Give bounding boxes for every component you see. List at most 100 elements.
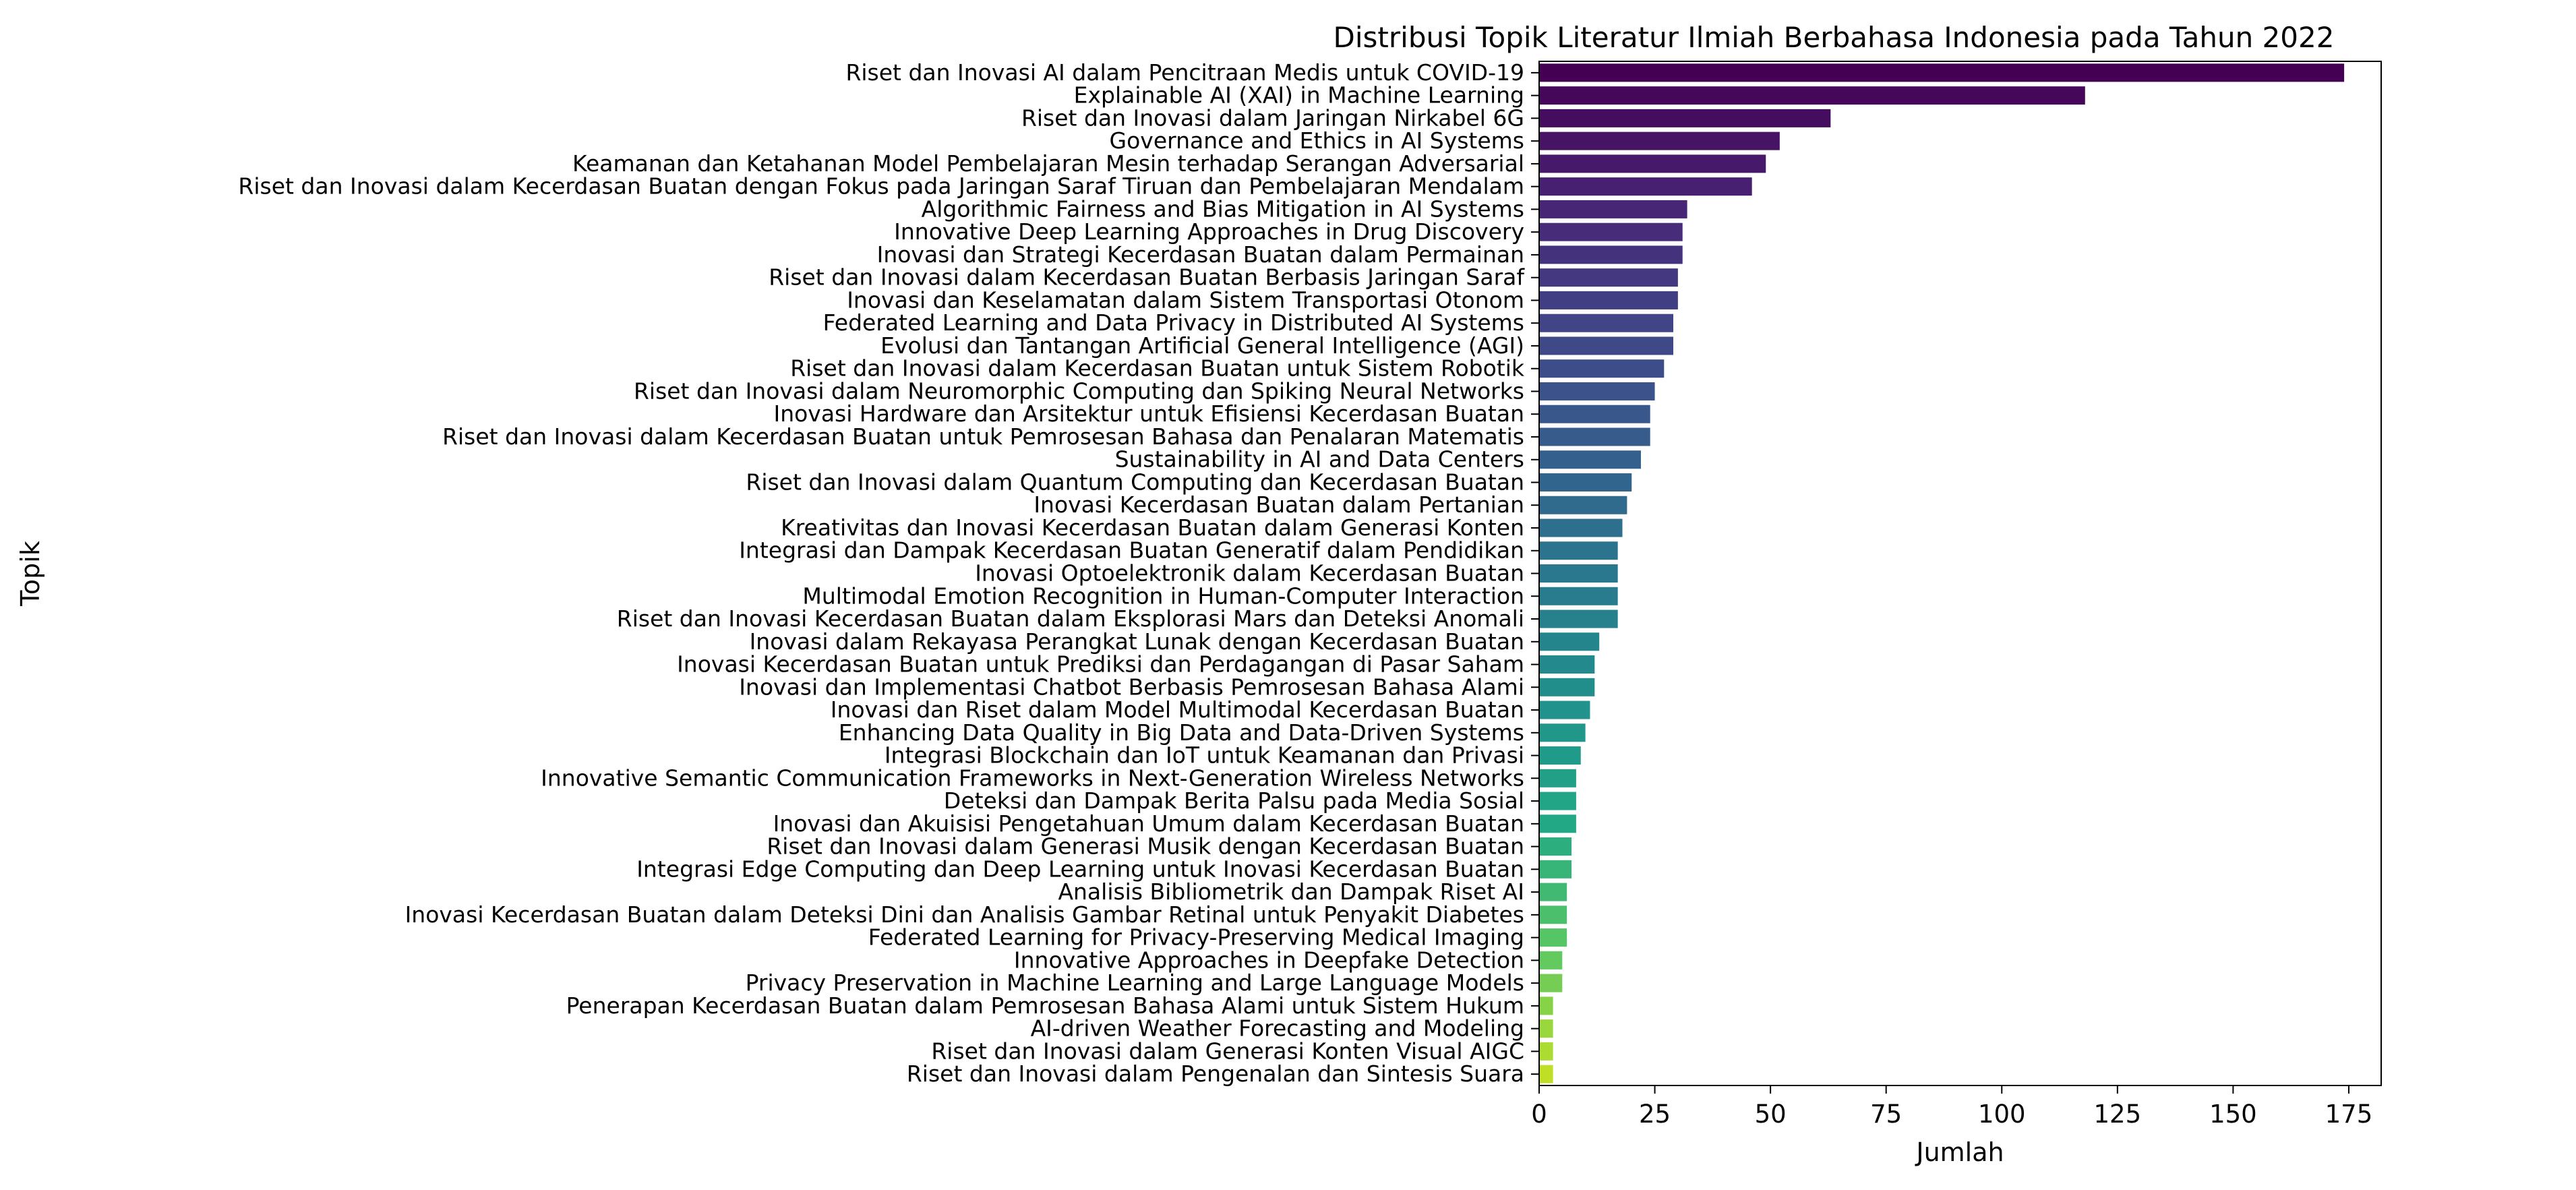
category-label: Riset dan Inovasi dalam Generasi Konten … <box>931 1038 1524 1064</box>
category-label: Algorithmic Fairness and Bias Mitigation… <box>922 196 1524 222</box>
x-tick-label: 25 <box>1639 1100 1671 1129</box>
bar <box>1539 860 1572 879</box>
category-label: Governance and Ethics in AI Systems <box>1110 127 1524 154</box>
category-label: Riset dan Inovasi dalam Neuromorphic Com… <box>634 378 1524 404</box>
bar <box>1539 814 1576 833</box>
category-label: Enhancing Data Quality in Big Data and D… <box>839 719 1524 746</box>
bar <box>1539 177 1752 196</box>
category-label: Inovasi dan Keselamatan dalam Sistem Tra… <box>847 287 1524 313</box>
category-label: Privacy Preservation in Machine Learning… <box>746 970 1524 996</box>
x-tick-label: 175 <box>2325 1100 2373 1129</box>
category-label: Keamanan dan Ketahanan Model Pembelajara… <box>572 150 1524 177</box>
bar <box>1539 655 1595 674</box>
bar <box>1539 792 1576 810</box>
bar <box>1539 131 1780 150</box>
x-tick-label: 100 <box>1978 1100 2026 1129</box>
bar <box>1539 1019 1553 1038</box>
bar <box>1539 905 1567 924</box>
category-label: Inovasi dan Riset dalam Model Multimodal… <box>831 696 1524 723</box>
category-label: Integrasi Blockchain dan IoT untuk Keama… <box>885 742 1524 769</box>
bar <box>1539 951 1563 970</box>
category-label: Explainable AI (XAI) in Machine Learning <box>1074 82 1524 109</box>
bars-group <box>1539 63 2345 1083</box>
bar <box>1539 1065 1553 1083</box>
bar <box>1539 541 1618 560</box>
bar <box>1539 496 1627 514</box>
category-label: Riset dan Inovasi dalam Kecerdasan Buata… <box>790 355 1525 382</box>
plot-frame <box>1538 61 2382 1086</box>
bar <box>1539 746 1581 765</box>
bar <box>1539 314 1674 332</box>
category-label: Federated Learning and Data Privacy in D… <box>823 309 1524 336</box>
x-tick-label: 150 <box>2209 1100 2257 1129</box>
category-label: Riset dan Inovasi dalam Kecerdasan Buata… <box>238 173 1524 200</box>
bar <box>1539 245 1683 264</box>
category-label: Riset dan Inovasi dalam Quantum Computin… <box>746 469 1524 495</box>
category-label: Kreativitas dan Inovasi Kecerdasan Buata… <box>781 514 1524 541</box>
bar <box>1539 405 1650 423</box>
category-label: Integrasi dan Dampak Kecerdasan Buatan G… <box>739 537 1524 564</box>
category-label: Sustainability in AI and Data Centers <box>1115 446 1524 473</box>
bar <box>1539 564 1618 583</box>
bar <box>1539 587 1618 605</box>
bar <box>1539 1042 1553 1061</box>
category-label: Inovasi Kecerdasan Buatan untuk Prediksi… <box>677 651 1524 678</box>
category-label: Inovasi dan Implementasi Chatbot Berbasi… <box>739 674 1524 700</box>
bar <box>1539 701 1590 719</box>
category-labels-group: Riset dan Inovasi AI dalam Pencitraan Me… <box>238 59 1539 1087</box>
bar <box>1539 632 1600 651</box>
category-label: Riset dan Inovasi dalam Pengenalan dan S… <box>907 1061 1524 1087</box>
bar <box>1539 63 2345 82</box>
x-ticks-group: 0 25 50 75 100 125 150 175 <box>1531 1085 2372 1129</box>
category-label: Inovasi dan Strategi Kecerdasan Buatan d… <box>877 241 1524 268</box>
x-tick-label: 50 <box>1755 1100 1787 1129</box>
category-label: Inovasi Kecerdasan Buatan dalam Pertania… <box>1034 492 1524 518</box>
bar <box>1539 769 1576 787</box>
bar <box>1539 678 1595 696</box>
category-label: Riset dan Inovasi Kecerdasan Buatan dala… <box>617 605 1524 632</box>
bar <box>1539 518 1623 537</box>
x-tick-label: 0 <box>1531 1100 1547 1129</box>
y-axis-label: Topik <box>16 541 45 607</box>
category-label: Integrasi Edge Computing dan Deep Learni… <box>636 856 1524 882</box>
x-tick-label: 125 <box>2094 1100 2142 1129</box>
category-label: Deteksi dan Dampak Berita Palsu pada Med… <box>944 787 1524 814</box>
category-label: Inovasi dan Akuisisi Pengetahuan Umum da… <box>773 810 1524 837</box>
bar <box>1539 928 1567 947</box>
category-label: Multimodal Emotion Recognition in Human-… <box>802 583 1524 609</box>
chart-title: Distribusi Topik Literatur Ilmiah Berbah… <box>1334 21 2335 54</box>
category-label: Evolusi dan Tantangan Artificial General… <box>880 332 1524 359</box>
bar <box>1539 359 1665 378</box>
category-label: Inovasi Kecerdasan Buatan dalam Deteksi … <box>405 901 1524 928</box>
category-label: Riset dan Inovasi AI dalam Pencitraan Me… <box>845 59 1524 86</box>
category-label: Riset dan Inovasi dalam Generasi Musik d… <box>767 833 1524 860</box>
bar <box>1539 996 1553 1015</box>
bar <box>1539 200 1687 218</box>
bar <box>1539 382 1655 400</box>
category-label: Innovative Semantic Communication Framew… <box>541 765 1524 791</box>
category-label: Federated Learning for Privacy-Preservin… <box>868 924 1524 951</box>
bar <box>1539 268 1678 287</box>
category-label: Inovasi Hardware dan Arsitektur untuk Ef… <box>773 400 1524 427</box>
category-label: Penerapan Kecerdasan Buatan dalam Pemros… <box>566 992 1524 1019</box>
category-label: Innovative Approaches in Deepfake Detect… <box>1014 947 1524 973</box>
bar <box>1539 109 1831 127</box>
bar <box>1539 974 1563 992</box>
category-label: Innovative Deep Learning Approaches in D… <box>894 218 1524 245</box>
x-tick-label: 75 <box>1870 1100 1902 1129</box>
bar <box>1539 154 1766 173</box>
bar <box>1539 450 1641 469</box>
category-label: Inovasi Optoelektronik dalam Kecerdasan … <box>975 560 1524 587</box>
category-label: Riset dan Inovasi dalam Kecerdasan Buata… <box>442 423 1524 450</box>
category-label: Analisis Bibliometrik dan Dampak Riset A… <box>1058 879 1524 905</box>
bar <box>1539 222 1683 241</box>
bar <box>1539 609 1618 628</box>
bar <box>1539 86 2085 105</box>
category-label: AI-driven Weather Forecasting and Modeli… <box>1031 1015 1524 1042</box>
bar <box>1539 427 1650 446</box>
category-label: Inovasi dalam Rekayasa Perangkat Lunak d… <box>750 628 1524 655</box>
bar <box>1539 291 1678 309</box>
x-axis-label: Jumlah <box>1915 1137 2004 1167</box>
